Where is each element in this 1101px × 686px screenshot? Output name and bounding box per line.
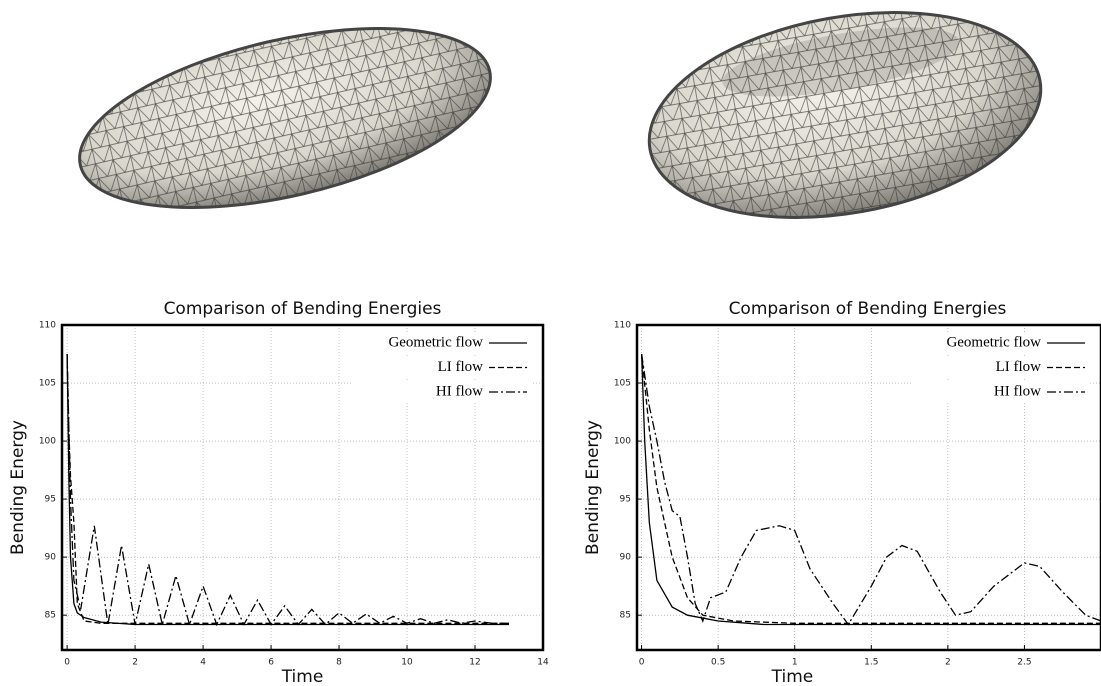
y-axis-label: Bending Energy: [583, 420, 603, 555]
y-tick-label: 95: [620, 495, 631, 505]
y-tick-label: 100: [614, 437, 631, 447]
y-tick-label: 110: [39, 321, 56, 331]
x-tick-label: 2: [945, 658, 951, 668]
legend-label: HI flow: [994, 383, 1041, 399]
y-tick-label: 90: [45, 553, 57, 563]
x-tick-label: 14: [537, 658, 549, 668]
y-tick-label: 90: [620, 553, 632, 563]
x-tick-label: 1: [792, 658, 798, 668]
chart-title: Comparison of Bending Energies: [164, 299, 442, 319]
x-tick-label: 0.5: [711, 658, 725, 668]
y-tick-label: 85: [620, 611, 631, 621]
x-tick-label: 2: [132, 658, 138, 668]
x-axis-label: Time: [281, 667, 324, 686]
y-tick-label: 105: [614, 379, 631, 389]
x-tick-label: 12: [469, 658, 480, 668]
legend-label: Geometric flow: [946, 334, 1041, 350]
x-tick-label: 2.5: [1017, 658, 1031, 668]
page: 85909510010511002468101214Geometric flow…: [0, 0, 1101, 686]
mesh-ellipsoid: [63, 0, 507, 241]
y-tick-label: 85: [45, 611, 56, 621]
x-tick-label: 10: [401, 658, 413, 668]
x-tick-label: 4: [200, 658, 206, 668]
x-tick-label: 0: [639, 658, 645, 668]
x-tick-label: 1.5: [864, 658, 878, 668]
y-tick-label: 110: [614, 321, 631, 331]
figure: 85909510010511002468101214Geometric flow…: [0, 0, 1101, 686]
legend-label: Geometric flow: [388, 334, 483, 350]
x-axis-label: Time: [771, 667, 814, 686]
y-axis-label: Bending Energy: [8, 420, 28, 555]
y-tick-label: 105: [39, 379, 56, 389]
legend-label: HI flow: [436, 383, 483, 399]
x-tick-label: 6: [268, 658, 274, 668]
y-tick-label: 100: [39, 437, 56, 447]
legend-label: LI flow: [438, 359, 484, 375]
y-tick-label: 95: [45, 495, 56, 505]
chart-title: Comparison of Bending Energies: [729, 299, 1007, 319]
x-tick-label: 0: [64, 658, 70, 668]
legend-label: LI flow: [996, 359, 1042, 375]
mesh-biconcave: [633, 0, 1057, 246]
x-tick-label: 8: [336, 658, 342, 668]
